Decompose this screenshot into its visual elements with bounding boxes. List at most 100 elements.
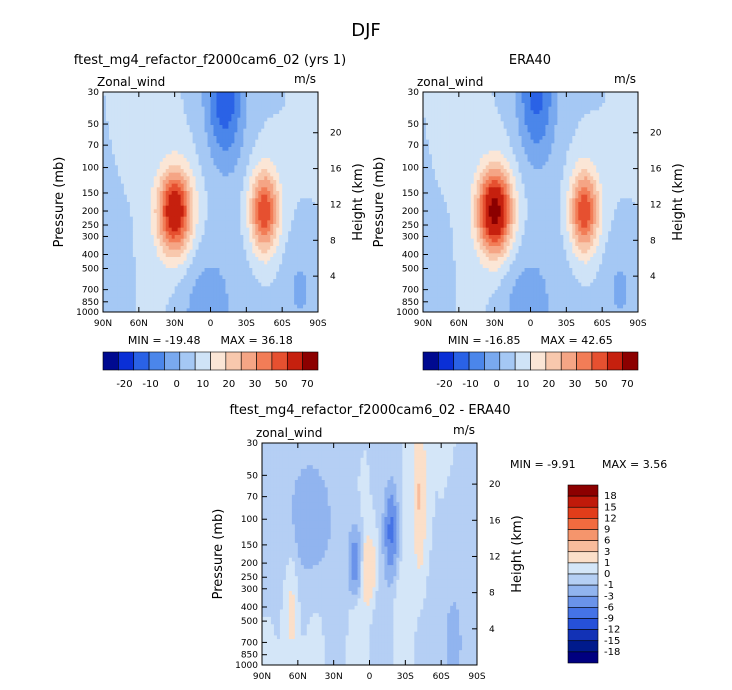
heatmap-cell	[614, 117, 618, 122]
heatmap-cell	[228, 308, 232, 313]
heatmap-cell	[575, 110, 579, 115]
heatmap-cell	[243, 95, 247, 100]
heatmap-cell	[183, 103, 188, 108]
heatmap-cell	[156, 209, 161, 214]
heatmap-cell	[210, 128, 214, 133]
heatmap-cell	[111, 132, 116, 137]
heatmap-cell	[174, 224, 179, 229]
heatmap-cell	[270, 99, 274, 104]
heatmap-cell	[111, 191, 116, 196]
heatmap-cell	[150, 308, 155, 313]
heatmap-cell	[267, 110, 271, 115]
heatmap-cell	[114, 121, 119, 126]
heatmap-cell	[243, 180, 247, 185]
heatmap-cell	[123, 114, 128, 119]
heatmap-cell	[258, 216, 262, 221]
heatmap-cell	[210, 290, 214, 295]
heatmap-cell	[177, 231, 182, 236]
heatmap-cell	[315, 198, 319, 203]
heatmap-cell	[291, 275, 295, 280]
heatmap-cell	[168, 132, 173, 137]
heatmap-cell	[168, 308, 173, 313]
heatmap-cell	[225, 198, 229, 203]
heatmap-cell	[234, 202, 238, 207]
heatmap-cell	[273, 246, 277, 251]
heatmap-cell	[183, 279, 188, 284]
heatmap-cell	[186, 242, 190, 247]
heatmap-cell	[303, 95, 307, 100]
heatmap-cell	[129, 183, 134, 188]
heatmap-cell	[147, 147, 152, 152]
heatmap-cell	[162, 172, 167, 177]
heatmap-cell	[246, 165, 250, 170]
heatmap-cell	[120, 209, 125, 214]
heatmap-cell	[183, 260, 188, 265]
heatmap-cell	[198, 246, 202, 251]
heatmap-cell	[431, 121, 436, 126]
heatmap-cell	[144, 213, 149, 218]
heatmap-cell	[201, 304, 205, 309]
heatmap-cell	[285, 183, 289, 188]
heatmap-cell	[231, 154, 235, 159]
heatmap-cell	[162, 235, 167, 240]
heatmap-cell	[231, 117, 235, 122]
heatmap-cell	[180, 161, 185, 166]
heatmap-cell	[303, 246, 307, 251]
heatmap-cell	[306, 139, 310, 144]
heatmap-cell	[234, 224, 238, 229]
heatmap-cell	[623, 106, 627, 111]
heatmap-cell	[147, 231, 152, 236]
heatmap-cell	[237, 147, 241, 152]
heatmap-cell	[192, 227, 196, 232]
heatmap-cell	[138, 282, 143, 287]
heatmap-cell	[452, 95, 457, 100]
heatmap-cell	[189, 308, 193, 313]
heatmap-cell	[249, 125, 253, 130]
heatmap-cell	[126, 139, 131, 144]
heatmap-cell	[306, 103, 310, 108]
heatmap-cell	[303, 150, 307, 155]
heatmap-cell	[258, 293, 262, 298]
heatmap-cell	[258, 150, 262, 155]
heatmap-cell	[240, 176, 244, 181]
heatmap-cell	[103, 227, 107, 232]
heatmap-cell	[542, 103, 546, 108]
heatmap-cell	[156, 125, 161, 130]
heatmap-cell	[216, 95, 220, 100]
heatmap-cell	[114, 209, 119, 214]
heatmap-cell	[156, 136, 161, 141]
heatmap-cell	[252, 92, 256, 97]
heatmap-cell	[105, 110, 110, 115]
heatmap-cell	[204, 103, 208, 108]
heatmap-cell	[258, 183, 262, 188]
heatmap-cell	[168, 235, 173, 240]
heatmap-cell	[177, 209, 182, 214]
heatmap-cell	[117, 293, 122, 298]
heatmap-cell	[494, 99, 499, 104]
heatmap-cell	[103, 161, 107, 166]
heatmap-cell	[560, 103, 564, 108]
panel-title: ftest_mg4_refactor_f2000cam6_02 (yrs 1)	[74, 53, 346, 68]
heatmap-cell	[494, 92, 499, 97]
heatmap-cell	[240, 158, 244, 163]
heatmap-cell	[180, 224, 185, 229]
heatmap-cell	[216, 132, 220, 137]
heatmap-cell	[252, 132, 256, 137]
heatmap-cell	[506, 99, 510, 104]
heatmap-cell	[129, 253, 134, 258]
heatmap-cell	[300, 103, 304, 108]
heatmap-cell	[198, 271, 202, 276]
heatmap-cell	[177, 161, 182, 166]
heatmap-cell	[312, 198, 316, 203]
heatmap-cell	[491, 110, 496, 115]
heatmap-cell	[216, 205, 220, 210]
heatmap-cell	[267, 114, 271, 119]
heatmap-cell	[144, 209, 149, 214]
heatmap-cell	[216, 117, 220, 122]
heatmap-cell	[153, 293, 158, 298]
heatmap-cell	[267, 290, 271, 295]
heatmap-cell	[246, 132, 250, 137]
heatmap-cell	[183, 209, 188, 214]
heatmap-cell	[141, 249, 146, 254]
heatmap-cell	[276, 117, 280, 122]
